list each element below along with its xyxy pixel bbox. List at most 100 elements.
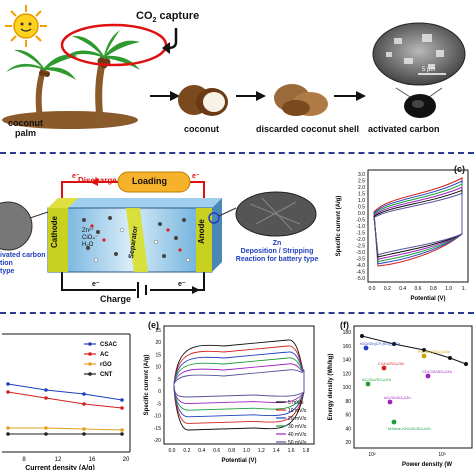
y-tick-label: 180 (343, 330, 352, 336)
cv-curve (173, 363, 305, 405)
right-electrode-note: Zn Deposition / Stripping Reaction for bat… (235, 240, 319, 263)
x-axis-label: Power density (W (402, 462, 452, 468)
y-tick-label: -1.0 (356, 224, 365, 230)
data-point (120, 406, 124, 410)
legend-label: CNT (100, 372, 113, 378)
y-tick-label: 0 (158, 389, 161, 395)
legend-label: CSAC (100, 342, 118, 348)
legend-label: 20 mV/s (288, 416, 307, 422)
legend-marker (88, 352, 92, 356)
y-tick-label: 5 (158, 377, 161, 383)
y-tick-label: 15 (155, 352, 161, 358)
charge-label: Charge (100, 294, 132, 304)
y-tick-label: -3.5 (356, 257, 365, 263)
left-electrode-note: ivated carbon tion type (0, 252, 46, 275)
x-tick-label: 10³ (438, 452, 446, 458)
coconut-palm-label: coconut palm (8, 118, 43, 138)
sem-image: 5 μm (372, 22, 466, 86)
x-tick-label: 16 (89, 457, 96, 463)
process-arrow-3 (334, 91, 366, 101)
plot-frame (367, 169, 469, 283)
data-point (6, 390, 10, 394)
electron-label-bottom-left: e⁻ (92, 281, 100, 288)
legend-marker (88, 342, 92, 346)
section-divider-2 (0, 312, 474, 314)
literature-point (425, 373, 431, 379)
csac-data-point (448, 356, 452, 360)
x-tick-label: 0.0 (369, 286, 376, 292)
y-tick-label: 3.0 (358, 172, 365, 178)
y-tick-label: -0.5 (356, 218, 365, 224)
literature-label: AC//Zn//SO₄//Zn (362, 377, 391, 382)
x-tick-label: 12 (55, 457, 62, 463)
csac-data-point (464, 362, 468, 366)
csac-data-point (392, 342, 396, 346)
activated-carbon-illustration (395, 87, 443, 118)
x-tick-label: 0.8 (228, 448, 235, 454)
y-tick-label: -2.5 (356, 244, 365, 250)
y-tick-label: 80 (345, 399, 351, 405)
anode-label: Anode (197, 219, 206, 244)
literature-label: C//Zn//SO₄//Zn (378, 361, 404, 366)
x-tick-label: 8 (22, 457, 26, 463)
panel-e-letter: (e) (148, 320, 159, 330)
process-arrow-2 (236, 91, 266, 101)
series-line (7, 383, 123, 401)
x-tick-label: 10² (368, 452, 376, 458)
literature-label: PC//Zn(ClO₄)₂//Zn (418, 349, 450, 354)
y-tick-label: -4.0 (356, 263, 365, 269)
y-tick-label: 60 (345, 413, 351, 419)
y-tick-label: 20 (345, 440, 351, 446)
data-point (6, 426, 10, 430)
cv-curve (173, 369, 305, 398)
data-point (6, 432, 10, 436)
series-line (8, 427, 123, 431)
x-tick-label: 0.0 (169, 448, 176, 454)
x-tick-label: 0.4 (399, 286, 406, 292)
legend-label: 50 mV/s (288, 440, 307, 446)
y-tick-label: -15 (154, 426, 161, 432)
data-point (82, 402, 86, 406)
data-point (82, 432, 86, 436)
literature-point (363, 345, 369, 351)
x-tick-label: 0.4 (198, 448, 205, 454)
data-point (82, 392, 86, 396)
co2-capture-highlight (60, 23, 168, 67)
plot-frame (163, 325, 315, 445)
cv-curve (373, 192, 463, 256)
x-axis-label: Potential (V) (221, 458, 256, 464)
legend-marker (88, 372, 92, 376)
y-tick-label: 40 (345, 426, 351, 432)
x-tick-label: 0.6 (415, 286, 422, 292)
y-tick-label: 10 (155, 365, 161, 371)
coconut-shell-illustration (274, 84, 328, 116)
process-arrow-1 (150, 91, 180, 101)
cv-plot-e: 25 20 15 10 5 0 -5 -10 -15 -20 0.0 0.2 0.4 0.6 0.8 1.0 1… (144, 325, 315, 464)
discarded-shell-label: discarded coconut shell (256, 124, 360, 134)
x-axis-label: Potential (V) (410, 296, 445, 302)
literature-label: rGO//Zn(CF₃SO₃)₂//Zn (360, 341, 400, 346)
x-axis-label: Current density (A/g) (25, 465, 95, 470)
battery-diagram (0, 171, 317, 298)
y-tick-label: 0.5 (358, 205, 365, 211)
y-tick-label: -3.0 (356, 250, 365, 256)
literature-point (365, 381, 371, 387)
electron-label-bottom-right: e⁻ (178, 281, 186, 288)
legend-label: 40 mV/s (288, 432, 307, 438)
panel-c-letter: (c) (454, 164, 465, 174)
data-point (44, 432, 48, 436)
x-tick-label: 1.4 (273, 448, 280, 454)
y-tick-label: 160 (343, 344, 352, 350)
y-tick-label: 0.0 (358, 211, 365, 217)
literature-label: CDC//ZnSO₄//Zn (422, 369, 452, 374)
plot-frame (353, 325, 473, 449)
legend-label: 30 mV/s (288, 424, 307, 430)
cv-curve (173, 345, 305, 424)
cv-curve (173, 351, 305, 418)
discharge-label: Discharge (78, 176, 117, 185)
cathode-label: Cathode (50, 216, 59, 248)
csac-data-point (422, 348, 426, 352)
coconut-palm-illustration (2, 30, 140, 129)
y-tick-label: -4.5 (356, 270, 365, 276)
data-point (82, 427, 86, 431)
